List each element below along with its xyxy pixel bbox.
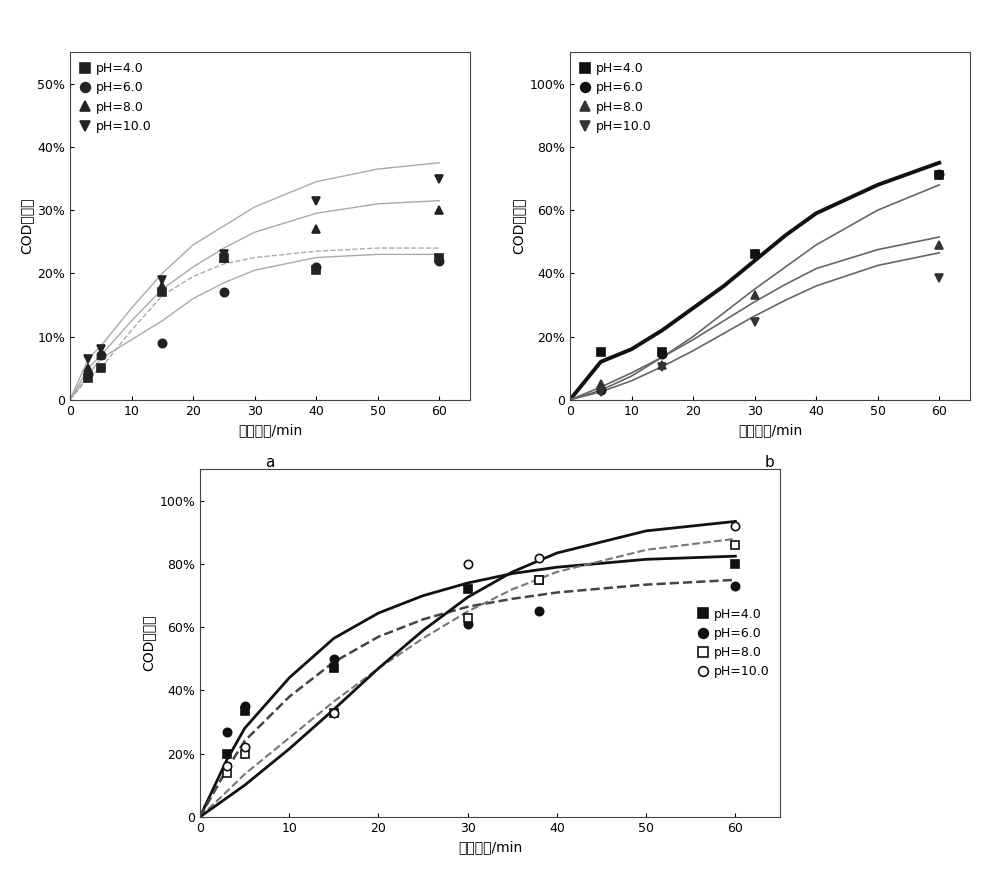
Y-axis label: COD去除率: COD去除率 — [19, 197, 33, 255]
Legend: pH=4.0, pH=6.0, pH=8.0, pH=10.0: pH=4.0, pH=6.0, pH=8.0, pH=10.0 — [576, 58, 656, 136]
Y-axis label: COD去除率: COD去除率 — [511, 197, 525, 255]
X-axis label: 反应时间/min: 反应时间/min — [238, 423, 302, 437]
Y-axis label: COD去除率: COD去除率 — [141, 614, 155, 672]
Text: b: b — [765, 455, 775, 470]
X-axis label: 反应时间/min: 反应时间/min — [738, 423, 802, 437]
Legend: pH=4.0, pH=6.0, pH=8.0, pH=10.0: pH=4.0, pH=6.0, pH=8.0, pH=10.0 — [76, 58, 156, 136]
Text: a: a — [265, 455, 275, 470]
X-axis label: 反应时间/min: 反应时间/min — [458, 840, 522, 854]
Legend: pH=4.0, pH=6.0, pH=8.0, pH=10.0: pH=4.0, pH=6.0, pH=8.0, pH=10.0 — [694, 604, 774, 682]
